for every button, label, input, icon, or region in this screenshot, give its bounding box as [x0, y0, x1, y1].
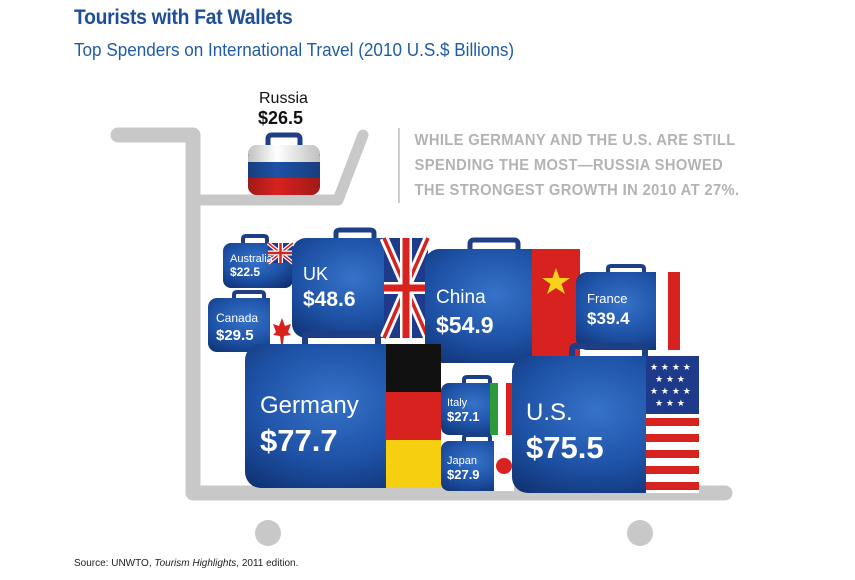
suitcase-china [425, 237, 580, 363]
callout-line: spending the most—Russia showed [414, 157, 724, 174]
label-china-name: China [436, 287, 486, 308]
cart-frame [110, 127, 733, 501]
label-france-value: $39.4 [587, 309, 630, 328]
suitcase-us: ★ ★ ★ ★ ★ ★ ★ ★ ★ ★ ★ ★ ★ ★ [512, 343, 699, 493]
label-italy-value: $27.1 [447, 409, 480, 424]
flag-uk-mini [266, 241, 295, 265]
luggage-cart [110, 127, 733, 501]
suitcase-canada [208, 290, 294, 352]
label-italy-name: Italy [447, 397, 468, 409]
suitcase-germany [245, 331, 441, 488]
cart-wheel-right [627, 520, 653, 546]
label-australia-name: Australia [230, 253, 274, 265]
suitcase-italy [441, 375, 514, 435]
suitcase-france [576, 264, 680, 350]
cart-wheel-left [255, 520, 281, 546]
suitcase-japan [441, 433, 514, 491]
label-canada-name: Canada [216, 311, 258, 325]
label-japan-value: $27.9 [447, 467, 480, 482]
label-uk-name: UK [303, 264, 328, 284]
label-canada-value: $29.5 [216, 327, 254, 344]
cart-top-tray [187, 129, 369, 206]
label-france-name: France [587, 291, 627, 306]
growth-callout: While Germany and the U.S. are still spe… [398, 128, 810, 203]
suitcase-australia [223, 234, 295, 288]
flag-us: ★ ★ ★ ★ ★ ★ ★ ★ ★ ★ ★ ★ ★ ★ [646, 356, 699, 493]
red-sun-icon [496, 458, 512, 474]
svg-text:★ ★ ★: ★ ★ ★ [655, 375, 685, 385]
suitcase-uk [292, 227, 433, 340]
source-publication: Tourism Highlights [154, 558, 237, 569]
label-russia-value: $26.5 [258, 108, 303, 128]
label-china-value: $54.9 [436, 312, 494, 338]
chart-subtitle: Top Spenders on International Travel (20… [74, 40, 515, 60]
label-uk-value: $48.6 [303, 288, 356, 311]
callout-line: the strongest growth in 2010 at 27%. [414, 182, 740, 199]
label-japan-name: Japan [447, 455, 477, 467]
svg-text:★ ★ ★: ★ ★ ★ [655, 399, 685, 409]
source-suffix: , 2011 edition. [236, 558, 299, 569]
maple-leaf-icon [273, 318, 291, 344]
callout-line: While Germany and the U.S. are still [414, 132, 736, 149]
svg-text:★ ★ ★ ★: ★ ★ ★ ★ [650, 363, 691, 373]
label-germany-name: Germany [260, 392, 359, 419]
flag-uk [379, 236, 433, 340]
label-australia-value: $22.5 [230, 265, 260, 279]
source-note: Source: UNWTO, Tourism Highlights, 2011 … [74, 558, 298, 569]
label-russia-name: Russia [259, 90, 308, 107]
star-icon [542, 268, 570, 294]
label-germany-value: $77.7 [260, 423, 338, 458]
svg-text:★ ★ ★ ★: ★ ★ ★ ★ [650, 387, 691, 397]
label-us-name: U.S. [526, 399, 573, 426]
suitcase-russia [248, 132, 320, 195]
source-prefix: Source: UNWTO, [74, 558, 155, 569]
label-us-value: $75.5 [526, 430, 604, 465]
chart-title: Tourists with Fat Wallets [74, 6, 293, 29]
